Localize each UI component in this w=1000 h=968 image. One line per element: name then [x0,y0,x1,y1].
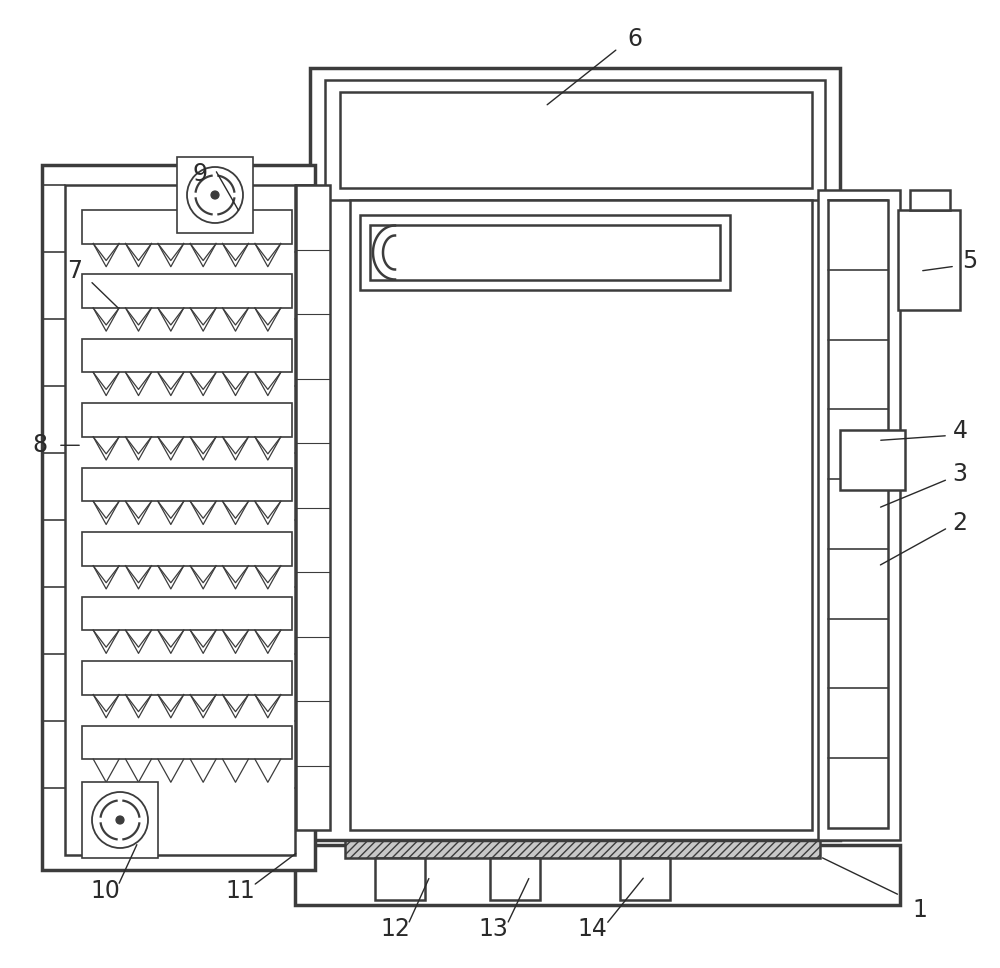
Bar [82,726,292,759]
Bar [818,190,900,840]
Circle shape [211,191,219,198]
Bar [360,215,730,290]
Text: 2: 2 [952,511,968,534]
Text: 8: 8 [32,434,48,457]
Bar [340,92,812,188]
Bar [82,661,292,695]
Text: 1: 1 [913,898,927,922]
Bar [375,858,425,900]
Bar [65,185,295,855]
Circle shape [116,816,124,824]
Bar [42,165,315,870]
Bar [82,532,292,565]
Bar [620,858,670,900]
Text: 5: 5 [962,250,978,273]
Bar [82,275,292,308]
Bar [82,468,292,501]
Text: 9: 9 [192,163,208,186]
Bar [296,185,330,830]
Text: 4: 4 [952,419,968,442]
Bar [350,200,812,830]
Bar [177,157,253,232]
Bar [490,858,540,900]
Text: 3: 3 [952,463,968,486]
Bar [82,404,292,437]
Bar [82,339,292,373]
Bar [828,200,888,828]
Bar [370,225,720,280]
Text: 10: 10 [90,879,120,902]
Text: 13: 13 [478,918,508,941]
Text: 7: 7 [68,259,82,283]
Text: 6: 6 [628,27,642,50]
Bar [82,596,292,630]
Bar [82,210,292,244]
Text: 11: 11 [225,879,255,902]
Bar [325,80,825,200]
Text: 12: 12 [380,918,410,941]
Bar [898,210,960,310]
Text: 14: 14 [577,918,607,941]
Bar [910,190,950,210]
Bar [345,830,820,858]
Bar [295,845,900,905]
Bar [840,430,905,490]
Bar [82,782,158,858]
Bar [310,68,840,840]
